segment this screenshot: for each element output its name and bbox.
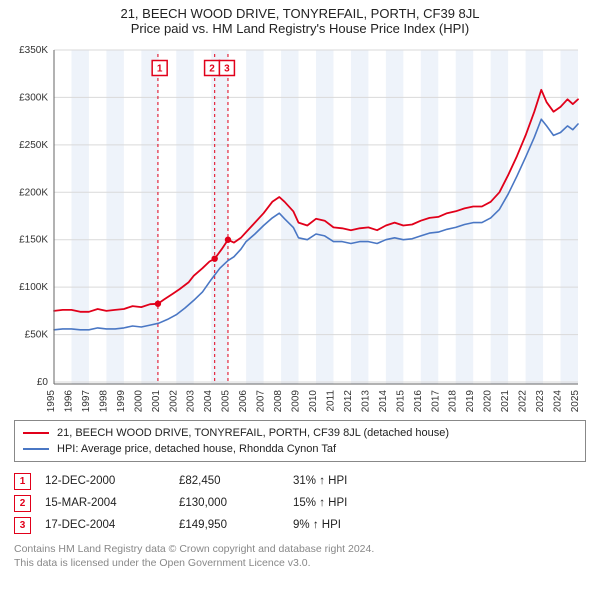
svg-text:2009: 2009 [291,390,302,413]
chart-title-line1: 21, BEECH WOOD DRIVE, TONYREFAIL, PORTH,… [0,6,600,21]
svg-text:2020: 2020 [483,390,494,413]
table-row: 2 15-MAR-2004 £130,000 15% ↑ HPI [14,492,586,514]
svg-text:2018: 2018 [448,390,459,413]
svg-text:2022: 2022 [518,390,529,413]
svg-text:1: 1 [157,64,163,75]
transaction-date: 17-DEC-2004 [45,519,165,531]
svg-text:£150K: £150K [19,235,48,246]
svg-text:2001: 2001 [151,390,162,413]
transaction-marker-box: 2 [14,495,31,512]
table-row: 1 12-DEC-2000 £82,450 31% ↑ HPI [14,470,586,492]
transaction-marker-box: 1 [14,473,31,490]
svg-text:1995: 1995 [46,390,57,413]
svg-text:2025: 2025 [570,390,581,413]
legend-label: 21, BEECH WOOD DRIVE, TONYREFAIL, PORTH,… [57,427,449,439]
svg-text:2008: 2008 [273,390,284,413]
svg-text:3: 3 [224,64,230,75]
svg-text:£50K: £50K [25,330,49,341]
svg-text:2015: 2015 [395,390,406,413]
svg-text:2024: 2024 [553,390,564,413]
svg-text:2021: 2021 [500,390,511,413]
svg-text:£250K: £250K [19,140,48,151]
svg-text:2006: 2006 [238,390,249,413]
svg-text:2017: 2017 [430,390,441,413]
legend: 21, BEECH WOOD DRIVE, TONYREFAIL, PORTH,… [14,420,586,462]
footnote: Contains HM Land Registry data © Crown c… [14,542,586,570]
svg-text:£300K: £300K [19,92,48,103]
svg-text:£0: £0 [37,377,49,388]
transaction-price: £82,450 [179,475,279,487]
footnote-line: Contains HM Land Registry data © Crown c… [14,542,586,556]
svg-text:£200K: £200K [19,187,48,198]
svg-text:2019: 2019 [465,390,476,413]
legend-item: 21, BEECH WOOD DRIVE, TONYREFAIL, PORTH,… [23,425,577,441]
table-row: 3 17-DEC-2004 £149,950 9% ↑ HPI [14,514,586,536]
svg-text:2: 2 [209,64,215,75]
svg-text:£100K: £100K [19,282,48,293]
transaction-pct: 31% ↑ HPI [293,475,393,487]
svg-text:2003: 2003 [186,390,197,413]
svg-text:1996: 1996 [63,390,74,413]
legend-item: HPI: Average price, detached house, Rhon… [23,441,577,457]
svg-text:2016: 2016 [413,390,424,413]
footnote-line: This data is licensed under the Open Gov… [14,556,586,570]
svg-text:2002: 2002 [168,390,179,413]
transactions-table: 1 12-DEC-2000 £82,450 31% ↑ HPI 2 15-MAR… [14,470,586,536]
svg-text:2013: 2013 [360,390,371,413]
svg-text:2023: 2023 [535,390,546,413]
transaction-pct: 9% ↑ HPI [293,519,393,531]
title-block: 21, BEECH WOOD DRIVE, TONYREFAIL, PORTH,… [0,0,600,36]
svg-text:2000: 2000 [133,390,144,413]
transaction-marker-box: 3 [14,517,31,534]
chart-title-line2: Price paid vs. HM Land Registry's House … [0,21,600,36]
transaction-date: 15-MAR-2004 [45,497,165,509]
chart-area: £0 £50K £100K £150K £200K £250K £300K £350K 1 23 1… [6,42,586,414]
transaction-pct: 15% ↑ HPI [293,497,393,509]
transaction-price: £149,950 [179,519,279,531]
svg-text:2007: 2007 [256,390,267,413]
chart-svg: £0 £50K £100K £150K £200K £250K £300K £350K 1 23 1… [6,42,586,414]
transaction-price: £130,000 [179,497,279,509]
svg-text:£350K: £350K [19,45,48,56]
legend-swatch [23,448,49,450]
transaction-date: 12-DEC-2000 [45,475,165,487]
svg-text:1998: 1998 [98,390,109,413]
legend-label: HPI: Average price, detached house, Rhon… [57,443,336,455]
svg-text:1999: 1999 [116,390,127,413]
legend-swatch [23,432,49,434]
svg-text:2005: 2005 [221,390,232,413]
svg-text:2014: 2014 [378,390,389,413]
svg-text:2012: 2012 [343,390,354,413]
svg-text:1997: 1997 [81,390,92,413]
svg-text:2004: 2004 [203,390,214,413]
svg-text:2010: 2010 [308,390,319,413]
svg-text:2011: 2011 [325,390,336,412]
